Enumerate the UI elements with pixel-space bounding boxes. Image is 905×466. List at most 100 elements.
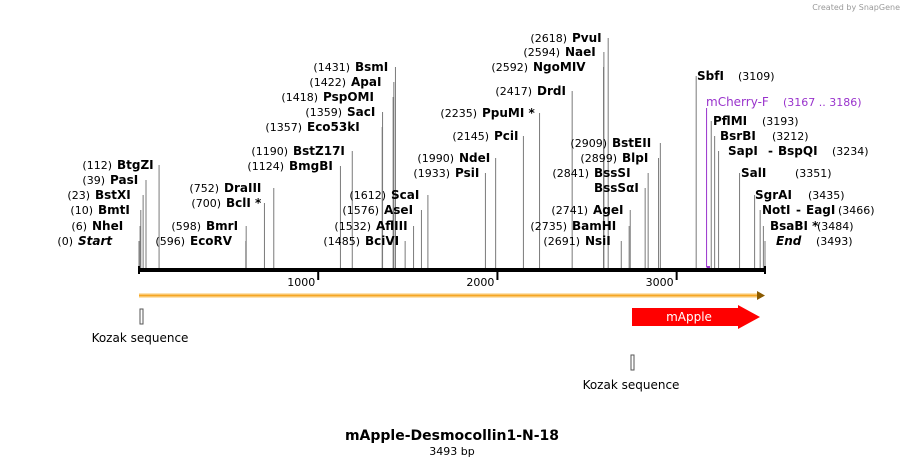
feature-track: Kozak sequence mApple Kozak sequence [92, 305, 760, 392]
site-name-blpi: BlpI [622, 151, 648, 165]
site-position-sali: (3351) [795, 167, 832, 180]
site-name-pvui: PvuI [572, 31, 602, 45]
site-position-bmri: (598) [171, 220, 201, 233]
site-name-bstz17i: BstZ17I [293, 144, 345, 158]
site-name-bmri: BmrI [206, 219, 238, 233]
site-position-ndei: (1990) [417, 152, 454, 165]
site-position-afliii: (1532) [334, 220, 371, 233]
site-name-ecorv: EcoRV [190, 234, 233, 248]
site-name-ngomiv: NgoMIV [533, 60, 586, 74]
site-position-bcivi: (1485) [323, 235, 360, 248]
site-position-bsrbi: (3212) [772, 130, 809, 143]
orf-arrow [139, 291, 765, 300]
site-name-bsssi: BssSI [594, 166, 631, 180]
site-position-apai: (1422) [309, 76, 346, 89]
site-name-bsmi: BsmI [355, 60, 388, 74]
site-position-bmti: (10) [70, 204, 93, 217]
primer-position: (3167 .. 3186) [783, 96, 862, 109]
site-labels: (0) Start(6) NheI (10) BmtI (23) BstXI(39) PasI… [57, 31, 874, 248]
site-position-pasi: (39) [82, 174, 105, 187]
site-position-ecorv: (596) [155, 235, 185, 248]
primer-annotation: mCherry-F (3167 .. 3186) [706, 95, 862, 268]
site-name-nhei: NheI [92, 219, 123, 233]
site-name-separator: - [796, 203, 801, 217]
site-name-nsii: NsiI [585, 234, 611, 248]
site-position-sapi: (3234) [832, 145, 869, 158]
site-name-bmti: BmtI [98, 203, 130, 217]
site-position-bsssi: (2841) [552, 167, 589, 180]
site-position-naei: (2594) [523, 46, 560, 59]
site-name-pcii: PciI [494, 129, 519, 143]
site-position-bcli: (700) [191, 197, 221, 210]
site-name-sapi: SapI [728, 144, 758, 158]
mapple-arrow [632, 305, 760, 329]
site-position-nhei: (6) [71, 220, 87, 233]
site-name-eagi: EagI [806, 203, 835, 217]
map-length: 3493 bp [429, 445, 474, 458]
site-name-end: End [776, 234, 802, 248]
ruler-tick-label: 3000 [646, 276, 674, 289]
ruler-tick-label: 1000 [287, 276, 315, 289]
site-position-ngomiv: (2592) [491, 61, 528, 74]
site-position-scai: (1612) [349, 189, 386, 202]
site-name-bamhi: BamHI [572, 219, 616, 233]
site-position-start: (0) [57, 235, 73, 248]
site-name-sali: SalI [741, 166, 766, 180]
site-name-bstxi: BstXI [95, 188, 131, 202]
site-name-start: Start [78, 234, 113, 248]
site-name-saci: SacI [347, 105, 375, 119]
site-position-bstxi: (23) [67, 189, 90, 202]
site-position-saci: (1359) [305, 106, 342, 119]
site-name-draiii: DraIII [224, 181, 261, 195]
site-name-eco53ki: Eco53kI [307, 120, 360, 134]
site-position-bsmi: (1431) [313, 61, 350, 74]
site-name-ppumi: PpuMI * [482, 106, 536, 120]
ruler: 1000 2000 3000 [287, 270, 678, 289]
site-position-psii: (1933) [413, 167, 450, 180]
site-name-naei: NaeI [565, 45, 596, 59]
primer-name: mCherry-F [706, 95, 769, 109]
site-name-sbfi: SbfI [697, 69, 724, 83]
orf-arrowhead [757, 291, 765, 300]
snapgene-credit: Created by SnapGene [812, 3, 900, 12]
site-name-agei: AgeI [593, 203, 623, 217]
site-position-blpi: (2899) [580, 152, 617, 165]
kozak-label: Kozak sequence [92, 331, 189, 345]
kozak-label-2: Kozak sequence [583, 378, 680, 392]
site-position-draiii: (752) [189, 182, 219, 195]
site-name-pflmi: PflMI [713, 114, 747, 128]
site-position-pflmi: (3193) [762, 115, 799, 128]
mapple-label: mApple [666, 310, 712, 324]
site-position-bsteii: (2909) [570, 137, 607, 150]
site-position-eco53ki: (1357) [265, 121, 302, 134]
map-title: mApple-Desmocollin1-N-18 [345, 428, 559, 444]
site-position-nsii: (2691) [543, 235, 580, 248]
site-name-psii: PsiI [455, 166, 479, 180]
sequence-backbone [138, 266, 766, 274]
site-name-scai: ScaI [391, 188, 419, 202]
site-name-afliii: AflIII [376, 219, 408, 233]
site-name-asei: AseI [384, 203, 413, 217]
site-position-end: (3493) [816, 235, 853, 248]
site-name-sgrai: SgrAI [755, 188, 792, 202]
site-name-pspomi: PspOMI [323, 90, 374, 104]
site-name-noti: NotI [762, 203, 791, 217]
site-position-pvui: (2618) [530, 32, 567, 45]
site-leaders [138, 38, 766, 268]
site-position-ppumi: (2235) [440, 107, 477, 120]
site-name-separator: - [768, 144, 773, 158]
site-position-bmgbi: (1124) [247, 160, 284, 173]
site-name-bsabi: BsaBI * [770, 219, 819, 233]
site-name-ndei: NdeI [459, 151, 490, 165]
kozak-marker-2 [630, 354, 635, 371]
site-position-sgrai: (3435) [808, 189, 845, 202]
site-position-asei: (1576) [342, 204, 379, 217]
site-position-bamhi: (2735) [530, 220, 567, 233]
site-position-pcii: (2145) [452, 130, 489, 143]
site-position-agei: (2741) [551, 204, 588, 217]
site-name-apai: ApaI [351, 75, 381, 89]
site-position-bstz17i: (1190) [251, 145, 288, 158]
site-position-sbfi: (3109) [738, 70, 775, 83]
site-name-bspqi: BspQI [778, 144, 818, 158]
